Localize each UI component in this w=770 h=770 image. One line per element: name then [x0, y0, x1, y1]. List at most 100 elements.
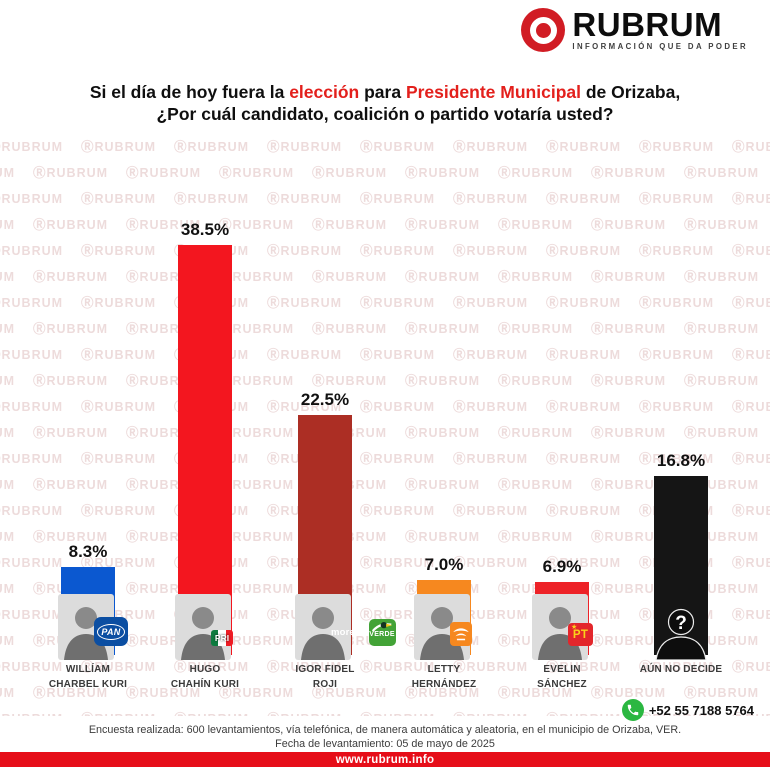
watermark-tile: ⓇRUBRUM [591, 218, 667, 232]
watermark-tile: ⓇRUBRUM [591, 582, 667, 596]
watermark-tile: ⓇRUBRUM [684, 166, 760, 180]
unknown-person-icon: ? [652, 606, 710, 661]
watermark-tile: ⓇRUBRUM [0, 140, 64, 154]
candidate-name-line: LETTY [427, 664, 461, 675]
watermark-tile: ⓇRUBRUM [0, 166, 16, 180]
watermark-tile: ⓇRUBRUM [453, 556, 529, 570]
watermark-tile: ⓇRUBRUM [639, 452, 715, 466]
watermark-tile: ⓇRUBRUM [453, 296, 529, 310]
candidate-name-line: CHARBEL KURI [48, 678, 128, 690]
watermark-tile: ⓇRUBRUM [360, 140, 436, 154]
watermark-tile: ⓇRUBRUM [732, 296, 770, 310]
pri-label: PRI [214, 633, 230, 643]
bar-value-label: 7.0% [424, 555, 464, 575]
watermark-tile: ⓇRUBRUM [591, 322, 667, 336]
watermark-tile: ⓇRUBRUM [0, 686, 16, 700]
watermark-tile: ⓇRUBRUM [453, 348, 529, 362]
candidate-name: LETTY HERNÁNDEZ [384, 663, 504, 692]
watermark-tile: ⓇRUBRUM [405, 322, 481, 336]
watermark-tile: ⓇRUBRUM [684, 686, 760, 700]
watermark-tile: ⓇRUBRUM [591, 426, 667, 440]
watermark-tile: ⓇRUBRUM [0, 582, 16, 596]
watermark-tile: ⓇRUBRUM [126, 686, 202, 700]
watermark-tile: ⓇRUBRUM [546, 296, 622, 310]
verde-label: VERDE [369, 631, 395, 638]
watermark-tile: ⓇRUBRUM [591, 478, 667, 492]
watermark-tile: ⓇRUBRUM [732, 660, 770, 674]
candidate-name-line: CHAHÍN KURI [170, 678, 240, 690]
pt-star-icon: ★ [571, 624, 578, 631]
candidate-name-line: HUGO [189, 664, 221, 675]
watermark-tile: ⓇRUBRUM [81, 400, 157, 414]
watermark-tile: ⓇRUBRUM [453, 140, 529, 154]
watermark-tile: ⓇRUBRUM [639, 296, 715, 310]
candidate-name: AÚN NO DECIDE [621, 663, 741, 678]
watermark-tile: ⓇRUBRUM [0, 296, 64, 310]
watermark-tile: ⓇRUBRUM [591, 374, 667, 388]
watermark-tile: ⓇRUBRUM [405, 270, 481, 284]
watermark-tile: ⓇRUBRUM [126, 218, 202, 232]
watermark-tile: ⓇRUBRUM [405, 478, 481, 492]
watermark-tile: ⓇRUBRUM [732, 452, 770, 466]
candidate-name-line: AÚN NO DECIDE [639, 664, 723, 675]
bar [178, 244, 232, 655]
watermark-tile: ⓇRUBRUM [498, 166, 574, 180]
watermark-tile: ⓇRUBRUM [405, 686, 481, 700]
watermark-tile: ⓇRUBRUM [546, 452, 622, 466]
watermark-tile: ⓇRUBRUM [33, 478, 109, 492]
party-badge-morena: morena [331, 627, 367, 638]
watermark-tile: ⓇRUBRUM [453, 400, 529, 414]
watermark-tile: ⓇRUBRUM [639, 348, 715, 362]
survey-date-line: Fecha de levantamiento: 05 de mayo de 20… [275, 738, 495, 750]
watermark-tile: ⓇRUBRUM [453, 660, 529, 674]
watermark-tile: ⓇRUBRUM [312, 374, 388, 388]
watermark-tile: ⓇRUBRUM [498, 478, 574, 492]
watermark-tile: ⓇRUBRUM [0, 708, 81, 716]
watermark-tile: ⓇRUBRUM [453, 244, 529, 258]
watermark-row: ⓇRUBRUM ⓇRUBRUM ⓇRUBRUM ⓇRUBRUM ⓇRUBRUM ⓇRUBR… [0, 266, 770, 286]
watermark-tile: ⓇRUBRUM [0, 556, 64, 570]
watermark-tile: ⓇRUBRUM [498, 530, 574, 544]
watermark-tile: ⓇRUBRUM [453, 708, 546, 716]
watermark-tile: ⓇRUBRUM [219, 374, 295, 388]
watermark-tile: ⓇRUBRUM [219, 270, 295, 284]
candidate-photo [175, 594, 231, 660]
party-badge-pri: PRI [211, 630, 233, 646]
watermark-row: ⓇRUBRUM ⓇRUBRUM ⓇRUBRUM ⓇRUBRUM ⓇRUBRUM ⓇRUBR… [0, 136, 770, 156]
watermark-tile: ⓇRUBRUM [639, 244, 715, 258]
watermark-tile: ⓇRUBRUM [684, 270, 760, 284]
party-badge-pan: PAN [94, 617, 128, 646]
watermark-tile: ⓇRUBRUM [0, 400, 64, 414]
watermark-tile: ⓇRUBRUM [591, 634, 667, 648]
mc-eagle-icon [453, 628, 469, 641]
watermark-tile: ⓇRUBRUM [453, 452, 529, 466]
watermark-tile: ⓇRUBRUM [0, 452, 64, 466]
question-text: Si el día de hoy fuera la [89, 82, 290, 102]
watermark-tile: ⓇRUBRUM [405, 374, 481, 388]
watermark-tile: ⓇRUBRUM [0, 244, 64, 258]
watermark-tile: ⓇRUBRUM [312, 218, 388, 232]
watermark-tile: ⓇRUBRUM [0, 504, 64, 518]
bar-value-label: 6.9% [542, 556, 582, 576]
watermark-tile: ⓇRUBRUM [267, 140, 343, 154]
poll-question: Si el día de hoy fuera la elección para … [0, 81, 770, 125]
watermark-row: ⓇRUBRUM ⓇRUBRUM ⓇRUBRUM ⓇRUBRUM ⓇRUBRUM ⓇRUBR… [0, 188, 770, 208]
watermark-tile: ⓇRUBRUM [174, 660, 250, 674]
bar-value-label: 8.3% [68, 541, 108, 561]
watermark-tile: ⓇRUBRUM [732, 400, 770, 414]
watermark-tile: ⓇRUBRUM [219, 634, 295, 648]
methodology-line: Encuesta realizada: 600 levantamientos, … [88, 724, 682, 736]
watermark-tile: ⓇRUBRUM [732, 192, 770, 206]
watermark-tile: ⓇRUBRUM [0, 530, 16, 544]
watermark-tile: ⓇRUBRUM [360, 556, 436, 570]
watermark-tile: ⓇRUBRUM [360, 452, 436, 466]
watermark-tile: ⓇRUBRUM [33, 218, 109, 232]
phone-glyph-icon [627, 704, 639, 716]
watermark-tile: ⓇRUBRUM [591, 270, 667, 284]
party-badges [450, 622, 472, 646]
watermark-tile: ⓇRUBRUM [267, 244, 343, 258]
watermark-tile: ⓇRUBRUM [684, 322, 760, 336]
watermark-tile: ⓇRUBRUM [639, 660, 715, 674]
